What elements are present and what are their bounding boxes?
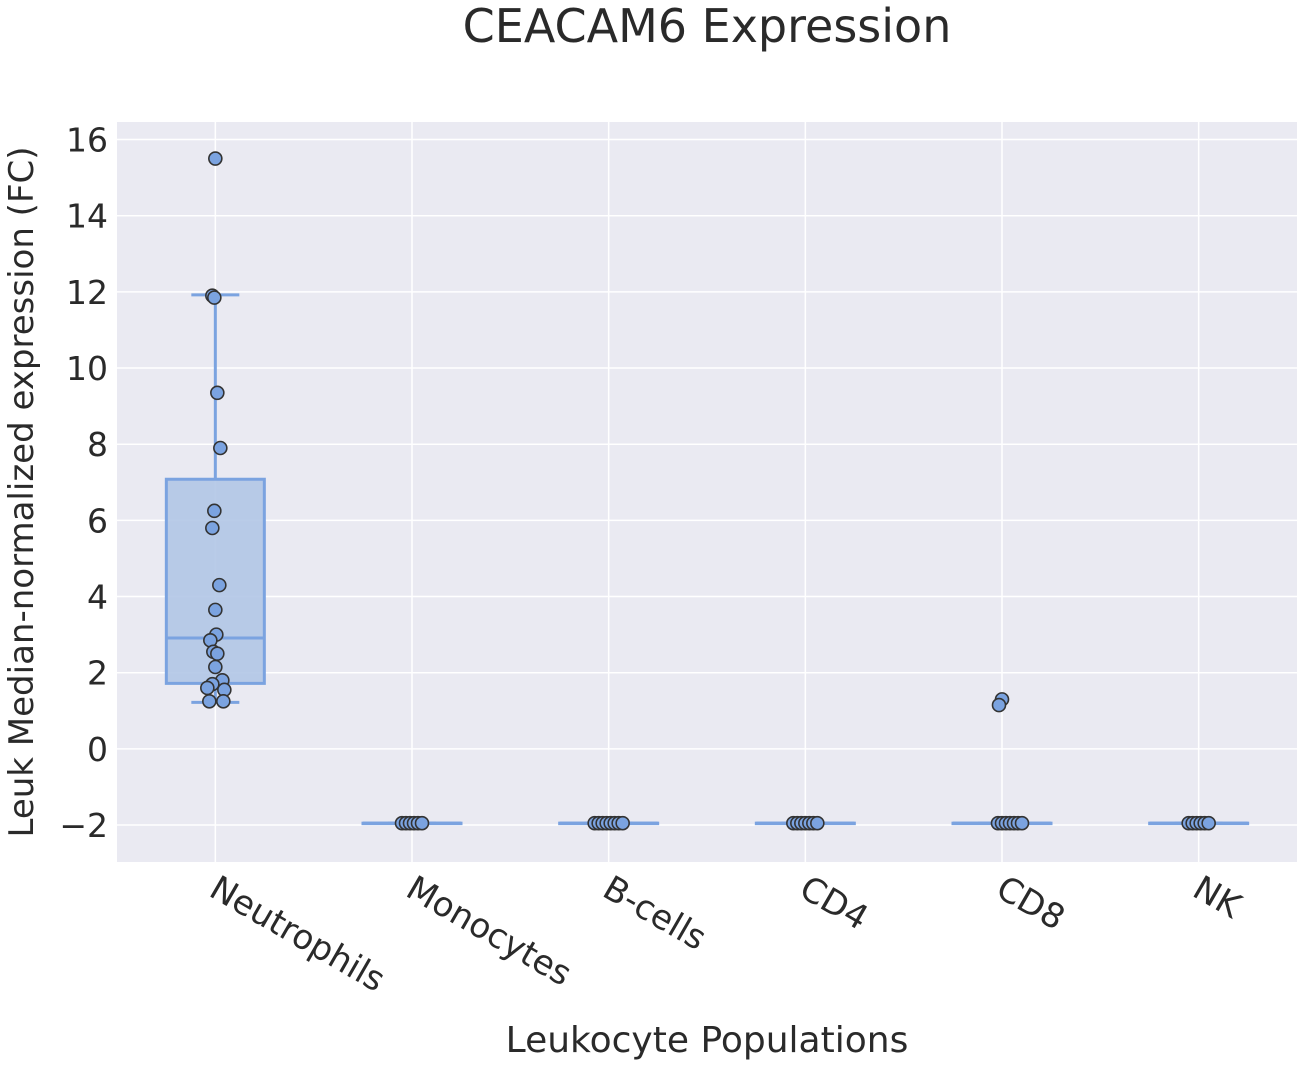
y-tick-label: 6 <box>87 501 108 540</box>
y-tick-label: 0 <box>87 730 108 769</box>
y-tick-label: 8 <box>87 425 108 464</box>
data-point <box>1014 815 1030 831</box>
data-point <box>210 385 225 401</box>
data-point <box>1201 815 1216 831</box>
y-tick-label: 2 <box>87 654 108 693</box>
chart-title: CEACAM6 Expression <box>463 0 952 53</box>
data-point <box>205 520 220 536</box>
data-point <box>207 290 222 305</box>
y-tick-label: 16 <box>66 121 108 160</box>
y-tick-label: −2 <box>59 806 108 845</box>
y-axis-label: Leuk Median-normalized expression (FC) <box>2 146 42 837</box>
data-point <box>213 440 228 456</box>
points <box>200 151 1216 831</box>
data-point <box>810 815 825 831</box>
x-tick-label: Monocytes <box>400 868 579 994</box>
grid <box>117 122 1297 862</box>
data-point <box>208 659 223 675</box>
x-tick-label: Neutrophils <box>203 868 392 1000</box>
y-tick-label: 14 <box>66 197 108 236</box>
data-point <box>216 693 231 709</box>
data-point <box>212 577 227 593</box>
data-point <box>208 602 223 618</box>
data-point <box>615 815 630 831</box>
y-tick-label: 10 <box>66 349 108 388</box>
x-tick-label: B-cells <box>596 868 713 959</box>
x-tick-label: CD8 <box>990 868 1072 938</box>
x-axis-ticks: Neutrophils Monocytes B-cells CD4 CD8 NK <box>203 868 1249 1000</box>
x-tick-label: CD4 <box>793 868 875 938</box>
x-axis-label: Leukocyte Populations <box>506 1020 909 1061</box>
data-point <box>210 646 225 661</box>
data-point <box>207 503 222 519</box>
y-axis-ticks: −2 0 2 4 6 8 10 12 14 16 <box>59 121 108 846</box>
x-tick-label: NK <box>1186 868 1249 927</box>
y-tick-label: 4 <box>87 578 108 617</box>
y-tick-label: 12 <box>66 273 108 312</box>
plot-area <box>117 122 1297 862</box>
data-point <box>200 680 215 696</box>
data-point <box>991 697 1007 713</box>
data-point <box>208 151 223 166</box>
data-point <box>202 693 217 709</box>
data-point <box>414 815 430 831</box>
